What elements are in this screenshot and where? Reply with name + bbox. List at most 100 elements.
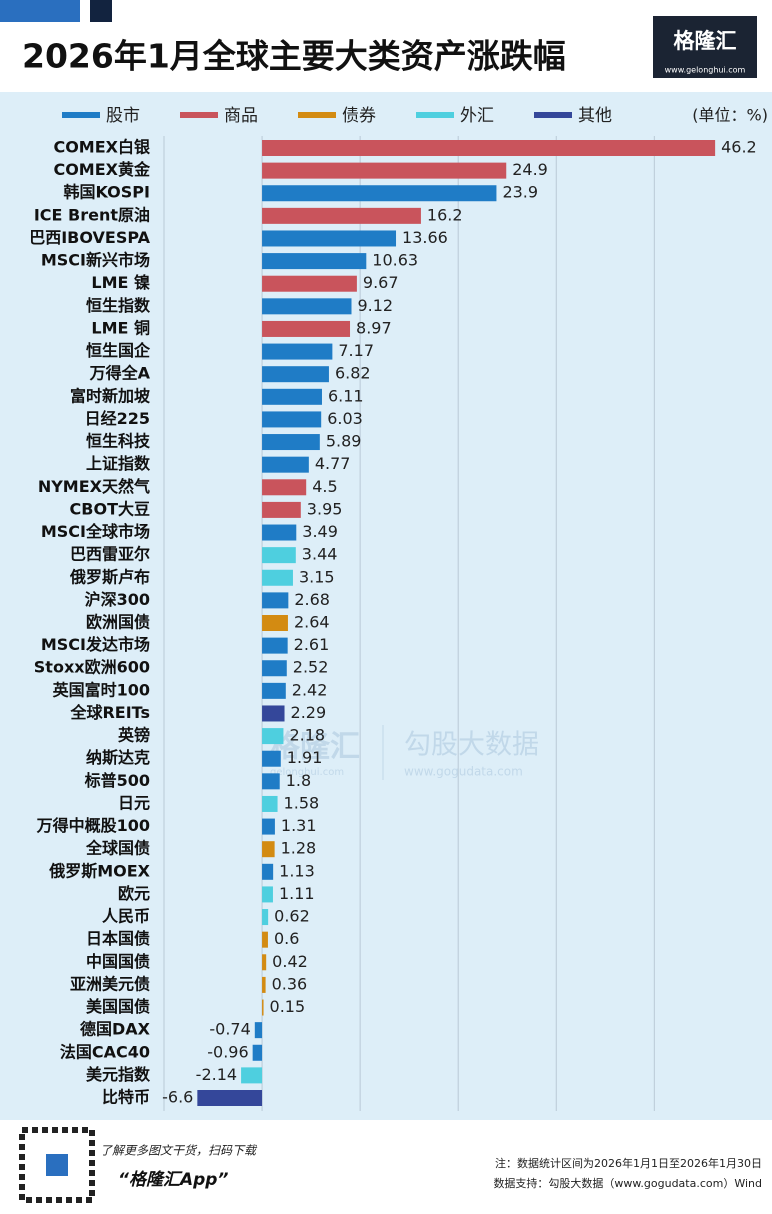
y-tick-label: NYMEX天然气 [38, 477, 150, 496]
y-tick-label: 全球国债 [85, 839, 150, 858]
bar [262, 637, 288, 654]
bar [262, 479, 307, 496]
y-tick-label: 欧元 [118, 884, 150, 903]
value-label: 24.9 [512, 160, 548, 179]
y-tick-label: 德国DAX [80, 1020, 151, 1039]
value-label: 6.03 [327, 409, 363, 428]
y-tick-label: COMEX黄金 [53, 160, 151, 179]
chart-title: 2026年1月全球主要大类资产涨跌幅 [22, 37, 566, 76]
y-tick-label: 万得全A [89, 364, 151, 383]
corner-tab [90, 0, 112, 22]
value-label: 6.82 [335, 364, 371, 383]
value-label: 2.52 [293, 658, 329, 677]
bar [262, 795, 278, 812]
bar [262, 185, 497, 202]
footer-app: “格隆汇App” [118, 1170, 228, 1190]
y-tick-label: 全球REITs [69, 703, 150, 722]
bar [262, 366, 329, 383]
watermark-brand-url: gelonghui.com [270, 767, 344, 778]
bar [262, 909, 269, 926]
value-label: 2.29 [291, 703, 327, 722]
legend-swatch [298, 112, 336, 118]
value-label: 1.8 [286, 771, 311, 790]
value-label: 3.49 [302, 522, 338, 541]
bar [262, 818, 275, 835]
value-label: 2.64 [294, 613, 330, 632]
watermark-brand: 格隆汇 [270, 730, 360, 765]
y-tick-label: 中国国债 [86, 952, 150, 971]
bar [262, 841, 275, 858]
value-label: 0.6 [274, 929, 299, 948]
value-label: 9.67 [363, 273, 399, 292]
y-tick-label: 恒生科技 [86, 432, 151, 451]
value-label: 9.12 [357, 296, 393, 315]
bar [241, 1067, 263, 1084]
value-label: 1.13 [279, 861, 315, 880]
value-label: 2.68 [294, 590, 330, 609]
bar [262, 954, 267, 971]
legend-swatch [62, 112, 100, 118]
y-tick-label: COMEX白银 [53, 138, 151, 157]
y-tick-label: LME 铜 [91, 318, 150, 337]
value-label: 10.63 [372, 251, 418, 270]
y-tick-label: 日经225 [85, 409, 150, 428]
value-label: 2.18 [289, 726, 325, 745]
y-tick-label: 日本国债 [86, 929, 150, 948]
y-tick-label: 沪深300 [85, 590, 150, 609]
watermark-data-url: www.gogudata.com [404, 765, 523, 779]
value-label: 5.89 [326, 432, 362, 451]
legend-label: 外汇 [460, 106, 494, 126]
y-tick-label: 比特币 [102, 1088, 150, 1107]
bar [262, 863, 274, 880]
value-label: 2.42 [292, 680, 328, 699]
bar [262, 207, 421, 224]
watermark: 格隆汇 gelonghui.com 勾股大数据 www.gogudata.com [270, 725, 539, 780]
bar [262, 705, 285, 722]
value-label: 13.66 [402, 228, 448, 247]
value-label: 2.61 [294, 635, 330, 654]
bar [262, 682, 286, 699]
y-tick-label: 恒生国企 [86, 341, 151, 360]
bar [262, 660, 287, 677]
footer-note: 注：数据统计区间为2026年1月1日至2026年1月30日 [495, 1156, 762, 1170]
footer-source: 数据支持：勾股大数据（www.gogudata.com）Wind [493, 1176, 762, 1190]
logo-url: www.gelonghui.com [665, 66, 746, 75]
value-label: 3.15 [299, 567, 335, 586]
y-tick-label: 恒生指数 [86, 296, 151, 315]
y-tick-label: 巴西IBOVESPA [29, 228, 150, 247]
qr-logo [46, 1154, 68, 1176]
bar [262, 343, 333, 360]
value-label: -6.6 [162, 1088, 193, 1107]
bar [262, 999, 264, 1016]
bar [262, 524, 297, 541]
header-band [0, 0, 772, 92]
value-label: 1.28 [281, 839, 317, 858]
y-tick-label: 纳斯达克 [86, 748, 150, 767]
unit-label: (单位：%) [692, 106, 768, 125]
bar [262, 931, 268, 948]
bar [262, 886, 273, 903]
y-tick-label: 标普500 [84, 771, 150, 790]
bar [197, 1090, 263, 1106]
value-label: 1.91 [287, 748, 323, 767]
value-label: 4.77 [315, 454, 351, 473]
bar [262, 750, 281, 767]
y-tick-label: 法国CAC40 [60, 1042, 150, 1061]
bar [262, 140, 716, 156]
value-label: -2.14 [196, 1065, 237, 1084]
bar [254, 1022, 263, 1039]
bar [262, 569, 293, 586]
y-tick-label: 上证指数 [86, 454, 151, 473]
bar [262, 773, 280, 790]
corner-tab [0, 0, 80, 22]
value-label: 23.9 [502, 183, 538, 202]
value-label: 0.62 [274, 907, 310, 926]
legend-label: 股市 [106, 106, 140, 126]
bar [262, 388, 322, 405]
y-tick-label: 美国国债 [86, 997, 150, 1016]
y-tick-label: 富时新加坡 [70, 386, 151, 405]
y-tick-label: 英国富时100 [52, 680, 150, 699]
value-label: 1.58 [284, 793, 320, 812]
